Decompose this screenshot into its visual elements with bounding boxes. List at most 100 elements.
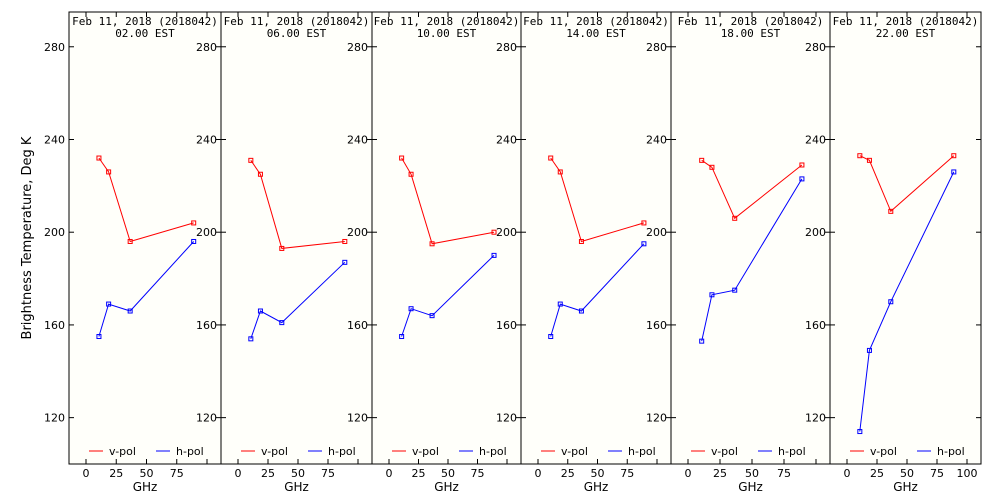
legend-label-v-pol: v-pol: [412, 445, 439, 458]
data-point-v-pol: [709, 164, 715, 170]
panel-subtitle: 10.00 EST: [417, 27, 477, 40]
panel-1: Feb 11, 2018 (2018042)02.00 EST 120 160 200…: [44, 11, 222, 494]
panels-layer: Feb 11, 2018 (2018042) 02.00 EST 120 160 200…: [44, 11, 982, 494]
panel-subtitle: 02.00 EST: [115, 27, 175, 40]
y-tick-label: 160: [196, 319, 217, 332]
x-tick-label: 75: [930, 467, 944, 480]
panel-subtitle: 22.00 EST: [876, 27, 936, 40]
x-tick-label: 50: [140, 467, 154, 480]
y-tick-label: 240: [496, 133, 517, 146]
x-tick-label: 0: [386, 467, 393, 480]
data-point-h-pol: [732, 287, 738, 293]
data-point-h-pol: [429, 313, 435, 319]
data-point-h-pol: [888, 299, 894, 305]
y-tick-label: 280: [196, 41, 217, 54]
series-line-h-pol: [859, 171, 955, 432]
series-line-v-pol: [250, 160, 345, 249]
y-tick-label: 280: [44, 41, 65, 54]
data-point-v-pol: [342, 238, 348, 244]
panel-title: Feb 11, 2018 (2018042): [678, 15, 824, 28]
panel-subtitle: 18.00 EST: [721, 27, 781, 40]
y-tick-label: 200: [196, 226, 217, 239]
data-point-h-pol: [248, 336, 254, 342]
data-point-v-pol: [96, 155, 102, 161]
data-point-v-pol: [951, 153, 957, 159]
x-axis-label: GHz: [133, 480, 158, 494]
data-point-h-pol: [799, 176, 805, 182]
data-point-h-pol: [699, 338, 705, 344]
legend-label-h-pol: h-pol: [937, 445, 965, 458]
legend-label-v-pol: v-pol: [561, 445, 588, 458]
data-point-v-pol: [491, 229, 497, 235]
x-tick-label: 25: [412, 467, 426, 480]
data-point-v-pol: [866, 157, 872, 163]
data-point-v-pol: [127, 238, 133, 244]
panel-title: Feb 11, 2018 (2018042): [523, 15, 669, 28]
y-tick-label: 280: [805, 41, 826, 54]
panel-subtitle: 06.00 EST: [267, 27, 327, 40]
x-tick-label: 25: [870, 467, 884, 480]
data-point-h-pol: [578, 308, 584, 314]
panel-title: Feb 11, 2018 (2018042): [224, 15, 370, 28]
x-tick-label: 100: [957, 467, 978, 480]
y-tick-label: 240: [196, 133, 217, 146]
series-line-h-pol: [550, 243, 645, 337]
data-point-v-pol: [641, 220, 647, 226]
panel-title: Feb 11, 2018 (2018042): [833, 15, 979, 28]
legend-label-v-pol: v-pol: [711, 445, 738, 458]
legend-label-v-pol: v-pol: [261, 445, 288, 458]
data-point-v-pol: [257, 171, 263, 177]
x-axis-label: GHz: [284, 480, 309, 494]
series-line-h-pol: [401, 255, 495, 337]
y-tick-label: 200: [805, 226, 826, 239]
data-point-h-pol: [408, 306, 414, 312]
x-tick-label: 0: [83, 467, 90, 480]
x-tick-label: 75: [170, 467, 184, 480]
y-tick-label: 160: [496, 319, 517, 332]
data-point-h-pol: [96, 334, 102, 340]
data-point-h-pol: [641, 241, 647, 247]
x-tick-label: 75: [321, 467, 335, 480]
y-tick-label: 120: [805, 412, 826, 425]
panel-4: Feb 11, 2018 (2018042)14.00 EST 120 160 200…: [496, 11, 672, 494]
x-axis-label: GHz: [893, 480, 918, 494]
data-point-h-pol: [106, 301, 112, 307]
x-tick-label: 0: [235, 467, 242, 480]
data-point-h-pol: [548, 334, 554, 340]
legend-label-h-pol: h-pol: [628, 445, 656, 458]
x-tick-label: 25: [261, 467, 275, 480]
data-point-v-pol: [699, 157, 705, 163]
y-tick-label: 240: [347, 133, 368, 146]
data-point-v-pol: [399, 155, 405, 161]
legend-label-h-pol: h-pol: [328, 445, 356, 458]
data-point-v-pol: [578, 238, 584, 244]
data-point-v-pol: [857, 153, 863, 159]
x-axis-label: GHz: [434, 480, 459, 494]
x-tick-label: 75: [471, 467, 485, 480]
series-line-v-pol: [550, 157, 645, 243]
x-tick-label: 50: [441, 467, 455, 480]
data-point-v-pol: [248, 157, 254, 163]
data-point-h-pol: [342, 259, 348, 265]
series-line-v-pol: [701, 159, 803, 220]
data-point-h-pol: [399, 334, 405, 340]
y-tick-label: 160: [347, 319, 368, 332]
y-tick-label: 160: [44, 319, 65, 332]
y-tick-label: 280: [496, 41, 517, 54]
x-tick-label: 50: [900, 467, 914, 480]
data-point-h-pol: [279, 320, 285, 326]
series-line-v-pol: [401, 157, 495, 245]
y-tick-label: 280: [646, 41, 667, 54]
data-point-h-pol: [127, 308, 133, 314]
y-tick-label: 240: [44, 133, 65, 146]
y-tick-label: 120: [44, 412, 65, 425]
y-tick-label: 240: [805, 133, 826, 146]
series-line-h-pol: [98, 241, 195, 337]
panel-6: Feb 11, 2018 (2018042)22.00 EST 120 160 200…: [805, 11, 982, 494]
data-point-h-pol: [866, 347, 872, 353]
panel-2: Feb 11, 2018 (2018042)06.00 EST 120 160 200…: [196, 11, 373, 494]
y-tick-label: 280: [347, 41, 368, 54]
series-line-v-pol: [98, 157, 194, 243]
data-point-v-pol: [191, 220, 197, 226]
